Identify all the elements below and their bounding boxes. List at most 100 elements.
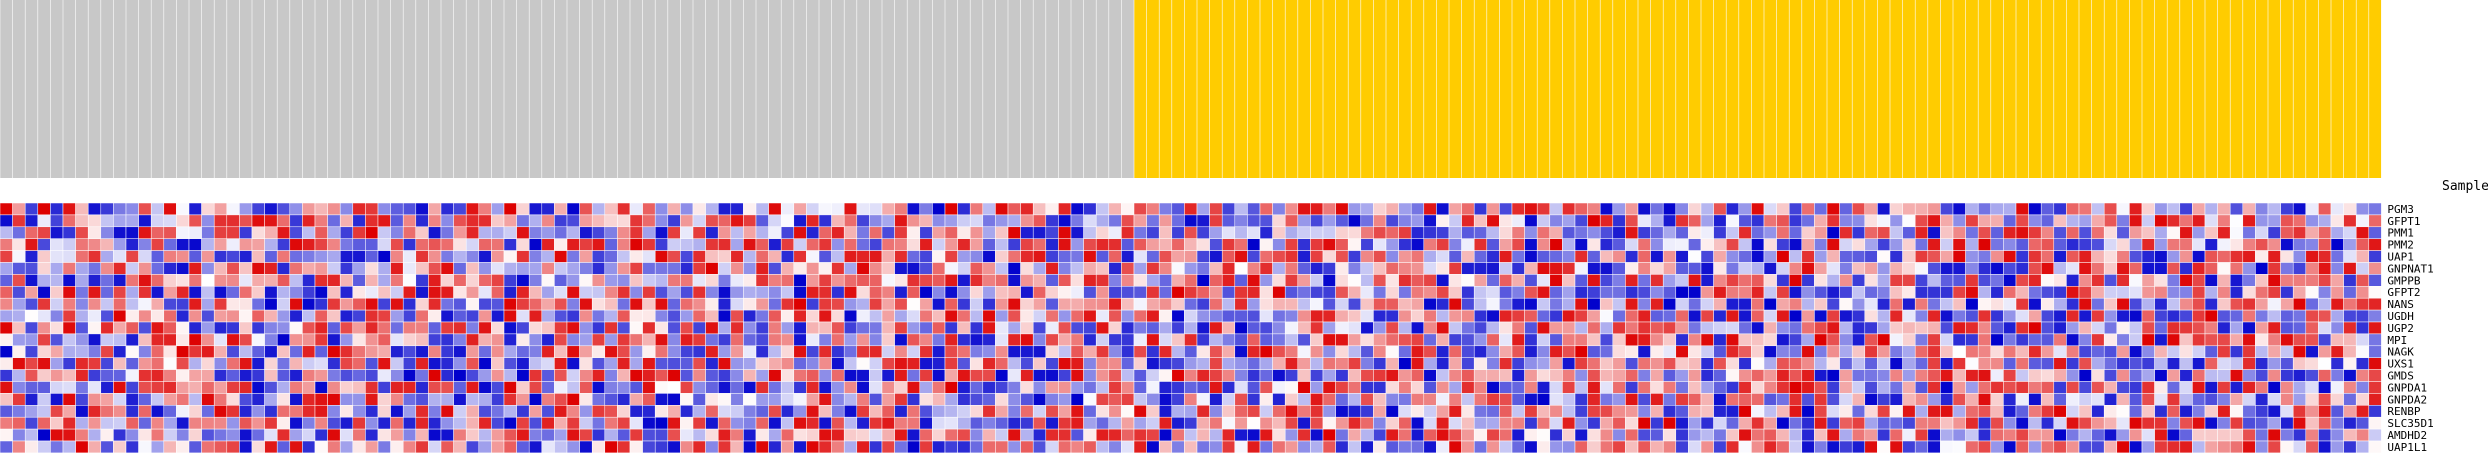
heatmap-cell [1977, 416, 1992, 430]
heatmap-cell [113, 357, 127, 370]
heatmap-cell [503, 226, 517, 239]
heatmap-cell [2179, 393, 2193, 406]
heatmap-cell [1814, 345, 1828, 358]
heatmap-cell [1058, 357, 1072, 370]
heatmap-cell [1536, 286, 1551, 299]
heatmap-cell [1070, 202, 1084, 216]
heatmap-cell [1032, 440, 1047, 454]
heatmap-cell [1360, 202, 1374, 216]
heatmap-cell [995, 286, 1009, 299]
heatmap-cell [919, 250, 933, 263]
heatmap-cell [1070, 428, 1084, 442]
heatmap-cell [1839, 333, 1853, 347]
heatmap-cell [2204, 274, 2218, 287]
heatmap-cell [2028, 226, 2042, 239]
heatmap-cell [2255, 286, 2269, 299]
heatmap-cell [465, 393, 480, 406]
heatmap-cell [2242, 214, 2256, 228]
heatmap-cell [226, 202, 240, 216]
heatmap-cell [629, 202, 643, 216]
heatmap-cell [2154, 286, 2168, 299]
heatmap-cell [188, 369, 202, 382]
heatmap-cell [516, 274, 530, 287]
heatmap-cell [213, 238, 228, 251]
heatmap-cell [2116, 440, 2130, 454]
heatmap-cell [1347, 286, 1362, 299]
heatmap-cell [327, 214, 341, 228]
heatmap-cell [617, 381, 631, 394]
heatmap-cell [768, 226, 782, 239]
heatmap-cell [1562, 393, 1576, 406]
heatmap-cell [1272, 416, 1286, 430]
heatmap-cell [1650, 202, 1664, 216]
heatmap-cell [944, 297, 958, 311]
heatmap-cell [2305, 416, 2319, 430]
heatmap-cell [390, 440, 404, 454]
heatmap-cell [1851, 416, 1866, 430]
heatmap-cell [1965, 333, 1979, 347]
heatmap-cell [566, 202, 580, 216]
heatmap-cell [1171, 238, 1185, 251]
heatmap-cell [856, 321, 870, 335]
heatmap-cell [1133, 214, 1147, 228]
heatmap-cell [2091, 309, 2105, 323]
heatmap-cell [1221, 381, 1236, 394]
heatmap-cell [1436, 274, 1450, 287]
heatmap-cell [969, 440, 984, 454]
heatmap-cell [2066, 202, 2080, 216]
heatmap-cell [1499, 393, 1513, 406]
heatmap-cell [2255, 214, 2269, 228]
heatmap-cell [944, 226, 958, 239]
heatmap-cell [1688, 274, 1702, 287]
heatmap-cell [554, 309, 568, 323]
heatmap-cell [138, 250, 152, 263]
heatmap-cell [1259, 274, 1273, 287]
heatmap-cell [654, 226, 669, 239]
heatmap-cell [1738, 416, 1752, 430]
heatmap-cell [1209, 321, 1223, 335]
heatmap-cell [1524, 238, 1538, 251]
heatmap-cell [1007, 262, 1021, 275]
sample-group-band [1134, 0, 2382, 178]
heatmap-cell [780, 309, 795, 323]
heatmap-cell [150, 297, 165, 311]
heatmap-cell [1259, 345, 1273, 358]
heatmap-cell [1574, 405, 1588, 418]
heatmap-cell [213, 297, 228, 311]
heatmap-cell [591, 214, 606, 228]
heatmap-cell [1562, 405, 1576, 418]
heatmap-cell [402, 333, 417, 347]
heatmap-cell [1990, 405, 2004, 418]
heatmap-cell [2091, 274, 2105, 287]
heatmap-cell [491, 202, 505, 216]
heatmap-cell [1322, 214, 1336, 228]
heatmap-cell [919, 202, 933, 216]
heatmap-cell [705, 345, 719, 358]
heatmap-cell [2103, 428, 2118, 442]
heatmap-cell [440, 393, 454, 406]
heatmap-cell [2053, 381, 2067, 394]
heatmap-cell [1902, 405, 1916, 418]
heatmap-cell [1977, 345, 1992, 358]
heatmap-cell [579, 202, 593, 216]
heatmap-cell [150, 274, 165, 287]
heatmap-cell [2015, 369, 2029, 382]
heatmap-cell [1940, 321, 1954, 335]
heatmap-cell [680, 369, 694, 382]
heatmap-cell [1247, 309, 1261, 323]
heatmap-cell [1108, 440, 1122, 454]
heatmap-cell [2368, 428, 2382, 442]
heatmap-cell [491, 214, 505, 228]
heatmap-cell [2141, 202, 2155, 216]
heatmap-cell [1763, 286, 1777, 299]
heatmap-cell [2343, 333, 2357, 347]
heatmap-cell [503, 333, 517, 347]
heatmap-cell [1259, 369, 1273, 382]
heatmap-cell [629, 297, 643, 311]
heatmap-cell [1045, 297, 1059, 311]
heatmap-cell [1977, 381, 1992, 394]
heatmap-cell [1360, 321, 1374, 335]
heatmap-cell [12, 226, 26, 239]
heatmap-cell [201, 297, 215, 311]
heatmap-cell [2242, 226, 2256, 239]
